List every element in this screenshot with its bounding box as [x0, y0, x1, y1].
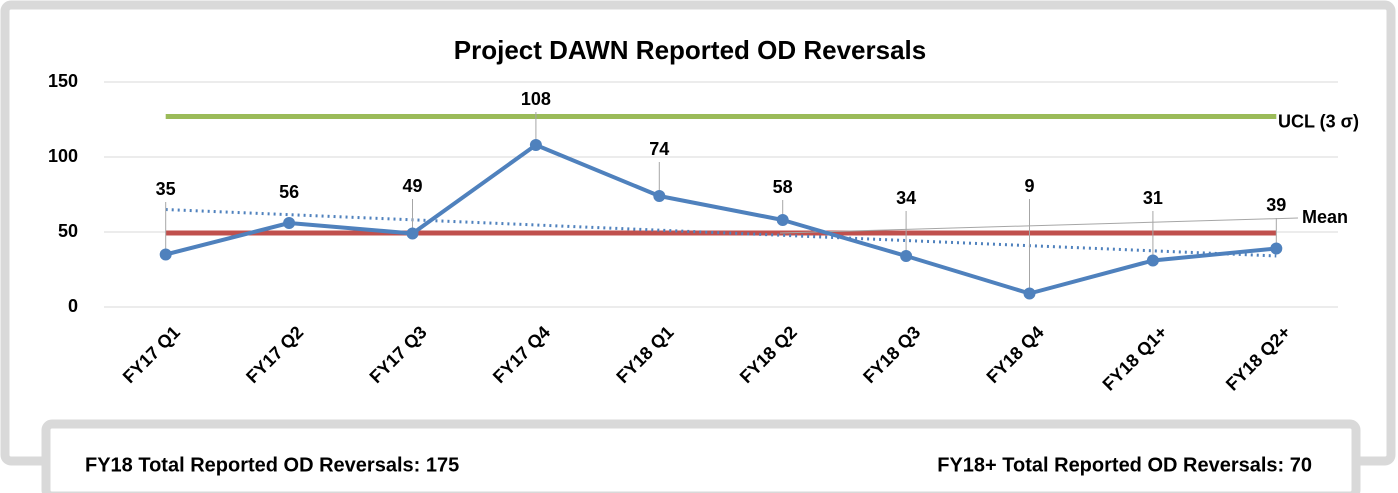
point: [283, 217, 296, 229]
footer-box: [41, 419, 1361, 493]
y-tick-label: 150: [48, 71, 78, 91]
point: [1146, 254, 1159, 267]
mean-leader: [779, 217, 1299, 234]
data-label: 31: [1143, 188, 1163, 208]
point: [776, 214, 789, 226]
mean-label: Mean: [1302, 207, 1348, 227]
data-label: 108: [521, 89, 551, 109]
data-label: 58: [773, 177, 793, 197]
data-label: 74: [649, 139, 669, 159]
point: [529, 139, 542, 151]
point: [159, 248, 172, 261]
chart-title: Project DAWN Reported OD Reversals: [454, 35, 926, 65]
point: [406, 227, 419, 240]
ucl-label: UCL (3 σ): [1278, 111, 1359, 131]
footer-right: FY18+ Total Reported OD Reversals: 70: [937, 454, 1312, 476]
footer-left: FY18 Total Reported OD Reversals: 175: [85, 454, 459, 476]
point: [1023, 287, 1036, 300]
data-label: 39: [1266, 195, 1286, 215]
data-label: 56: [279, 182, 299, 202]
data-label: 34: [896, 188, 916, 208]
point: [653, 190, 666, 202]
series-line: [165, 143, 1277, 296]
point: [900, 250, 913, 262]
y-tick-label: 0: [68, 296, 78, 316]
data-label: 9: [1024, 176, 1034, 196]
point: [1270, 242, 1283, 255]
y-tick-label: 50: [58, 221, 78, 241]
y-tick-label: 100: [48, 146, 78, 166]
data-label: 49: [402, 176, 422, 196]
data-label: 35: [156, 179, 176, 199]
